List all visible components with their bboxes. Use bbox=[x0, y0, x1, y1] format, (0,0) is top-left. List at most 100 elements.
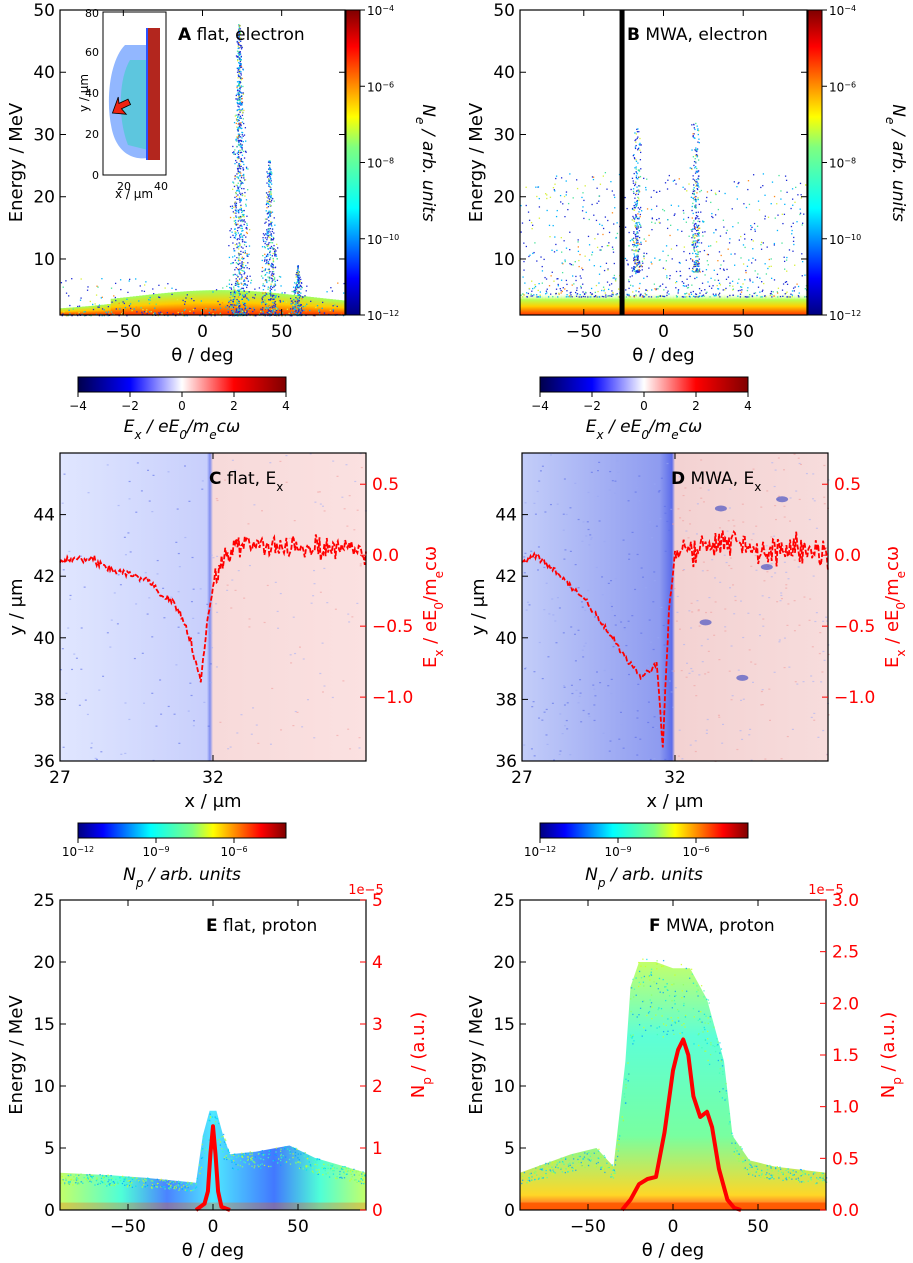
electron-dot bbox=[539, 296, 542, 298]
electron-dot bbox=[233, 236, 235, 239]
field-speckle bbox=[192, 725, 195, 727]
electron-dot bbox=[666, 277, 668, 279]
field-speckle bbox=[793, 559, 796, 561]
proton-dot bbox=[297, 1157, 299, 1159]
electron-dot bbox=[555, 215, 558, 218]
electron-dot bbox=[240, 236, 242, 239]
field-speckle bbox=[733, 613, 736, 615]
energy-band-column bbox=[778, 293, 782, 315]
proton-dot bbox=[248, 1163, 250, 1165]
electron-dot bbox=[801, 222, 804, 224]
electron-dot bbox=[158, 312, 160, 314]
proton-dot bbox=[216, 1118, 218, 1120]
field-speckle bbox=[695, 533, 698, 535]
electron-dot bbox=[648, 267, 650, 269]
panel-c-field-map bbox=[60, 453, 366, 761]
electron-dot bbox=[235, 224, 238, 226]
electron-dot bbox=[97, 306, 99, 308]
electron-dot bbox=[268, 199, 271, 202]
electron-dot bbox=[233, 212, 235, 214]
electron-dot bbox=[229, 297, 231, 299]
proton-dot bbox=[181, 1188, 183, 1190]
electron-dot bbox=[694, 226, 697, 229]
np-angular-profile bbox=[194, 1124, 231, 1212]
electron-dot bbox=[632, 219, 634, 221]
electron-dot bbox=[786, 256, 788, 259]
field-speckle bbox=[750, 539, 753, 541]
electron-dot bbox=[776, 296, 779, 298]
electron-dot bbox=[698, 263, 700, 265]
electron-dot bbox=[297, 271, 300, 273]
electron-dot bbox=[594, 238, 596, 240]
field-speckle bbox=[336, 475, 339, 477]
energy-band-column bbox=[313, 297, 317, 315]
electron-dot bbox=[238, 270, 240, 272]
electron-dot bbox=[645, 240, 647, 242]
electron-dot bbox=[237, 260, 240, 262]
field-speckle bbox=[588, 544, 591, 546]
field-speckle bbox=[797, 566, 800, 568]
electron-dot bbox=[272, 267, 274, 269]
electron-dot bbox=[785, 281, 788, 283]
energy-band-column bbox=[82, 306, 86, 315]
electron-dot bbox=[298, 285, 301, 287]
proton-spectrum-area bbox=[60, 1110, 366, 1210]
electron-dot bbox=[561, 262, 563, 264]
electron-dot bbox=[237, 136, 239, 139]
electron-dot bbox=[638, 270, 640, 272]
electron-dot bbox=[243, 273, 245, 275]
proton-dot bbox=[191, 1189, 194, 1192]
electron-dot bbox=[632, 285, 634, 287]
electron-dot bbox=[536, 296, 538, 298]
field-speckle bbox=[313, 569, 316, 572]
electron-dot bbox=[530, 293, 532, 295]
electron-dot bbox=[658, 295, 660, 297]
proton-dot bbox=[666, 988, 668, 991]
electron-dot bbox=[791, 198, 794, 200]
field-speckle bbox=[354, 480, 357, 483]
field-speckle bbox=[706, 718, 709, 721]
field-speckle bbox=[323, 685, 326, 687]
field-speckle bbox=[685, 530, 688, 532]
field-speckle bbox=[563, 478, 566, 480]
electron-dot bbox=[238, 309, 240, 311]
electron-dot bbox=[692, 252, 694, 255]
electron-dot bbox=[295, 304, 297, 306]
field-speckle bbox=[823, 659, 826, 661]
electron-dot bbox=[749, 293, 751, 296]
electron-dot bbox=[803, 296, 806, 298]
electron-dot bbox=[233, 304, 235, 306]
proton-dot bbox=[342, 1165, 344, 1168]
field-speckle bbox=[563, 704, 566, 706]
electron-dot bbox=[635, 244, 637, 247]
field-speckle bbox=[128, 498, 131, 500]
electron-dot bbox=[234, 235, 237, 237]
proton-dot bbox=[307, 1165, 309, 1167]
proton-dot bbox=[161, 1185, 163, 1188]
electron-dot bbox=[675, 280, 678, 283]
electron-dot bbox=[634, 132, 636, 134]
electron-dot bbox=[241, 264, 243, 266]
electron-dot bbox=[124, 306, 127, 309]
electron-dot bbox=[239, 102, 242, 105]
electron-dot bbox=[269, 247, 271, 249]
electron-dot bbox=[261, 303, 263, 305]
field-speckle bbox=[292, 616, 295, 618]
proton-dot bbox=[662, 1023, 665, 1025]
electron-dot bbox=[638, 185, 640, 187]
electron-dot bbox=[694, 167, 696, 169]
electron-dot bbox=[273, 298, 275, 300]
electron-dot bbox=[240, 64, 242, 67]
field-speckle bbox=[94, 757, 97, 759]
electron-dot bbox=[697, 234, 699, 236]
electron-dot bbox=[179, 313, 181, 315]
electron-dot bbox=[268, 195, 270, 198]
field-speckle bbox=[175, 664, 178, 666]
electron-dot bbox=[298, 283, 300, 285]
electron-dot bbox=[242, 174, 244, 177]
electron-dot bbox=[239, 225, 241, 227]
electron-dot bbox=[705, 200, 707, 202]
electron-dot bbox=[269, 188, 272, 191]
field-speckle bbox=[664, 512, 667, 514]
electron-dot bbox=[634, 224, 636, 226]
